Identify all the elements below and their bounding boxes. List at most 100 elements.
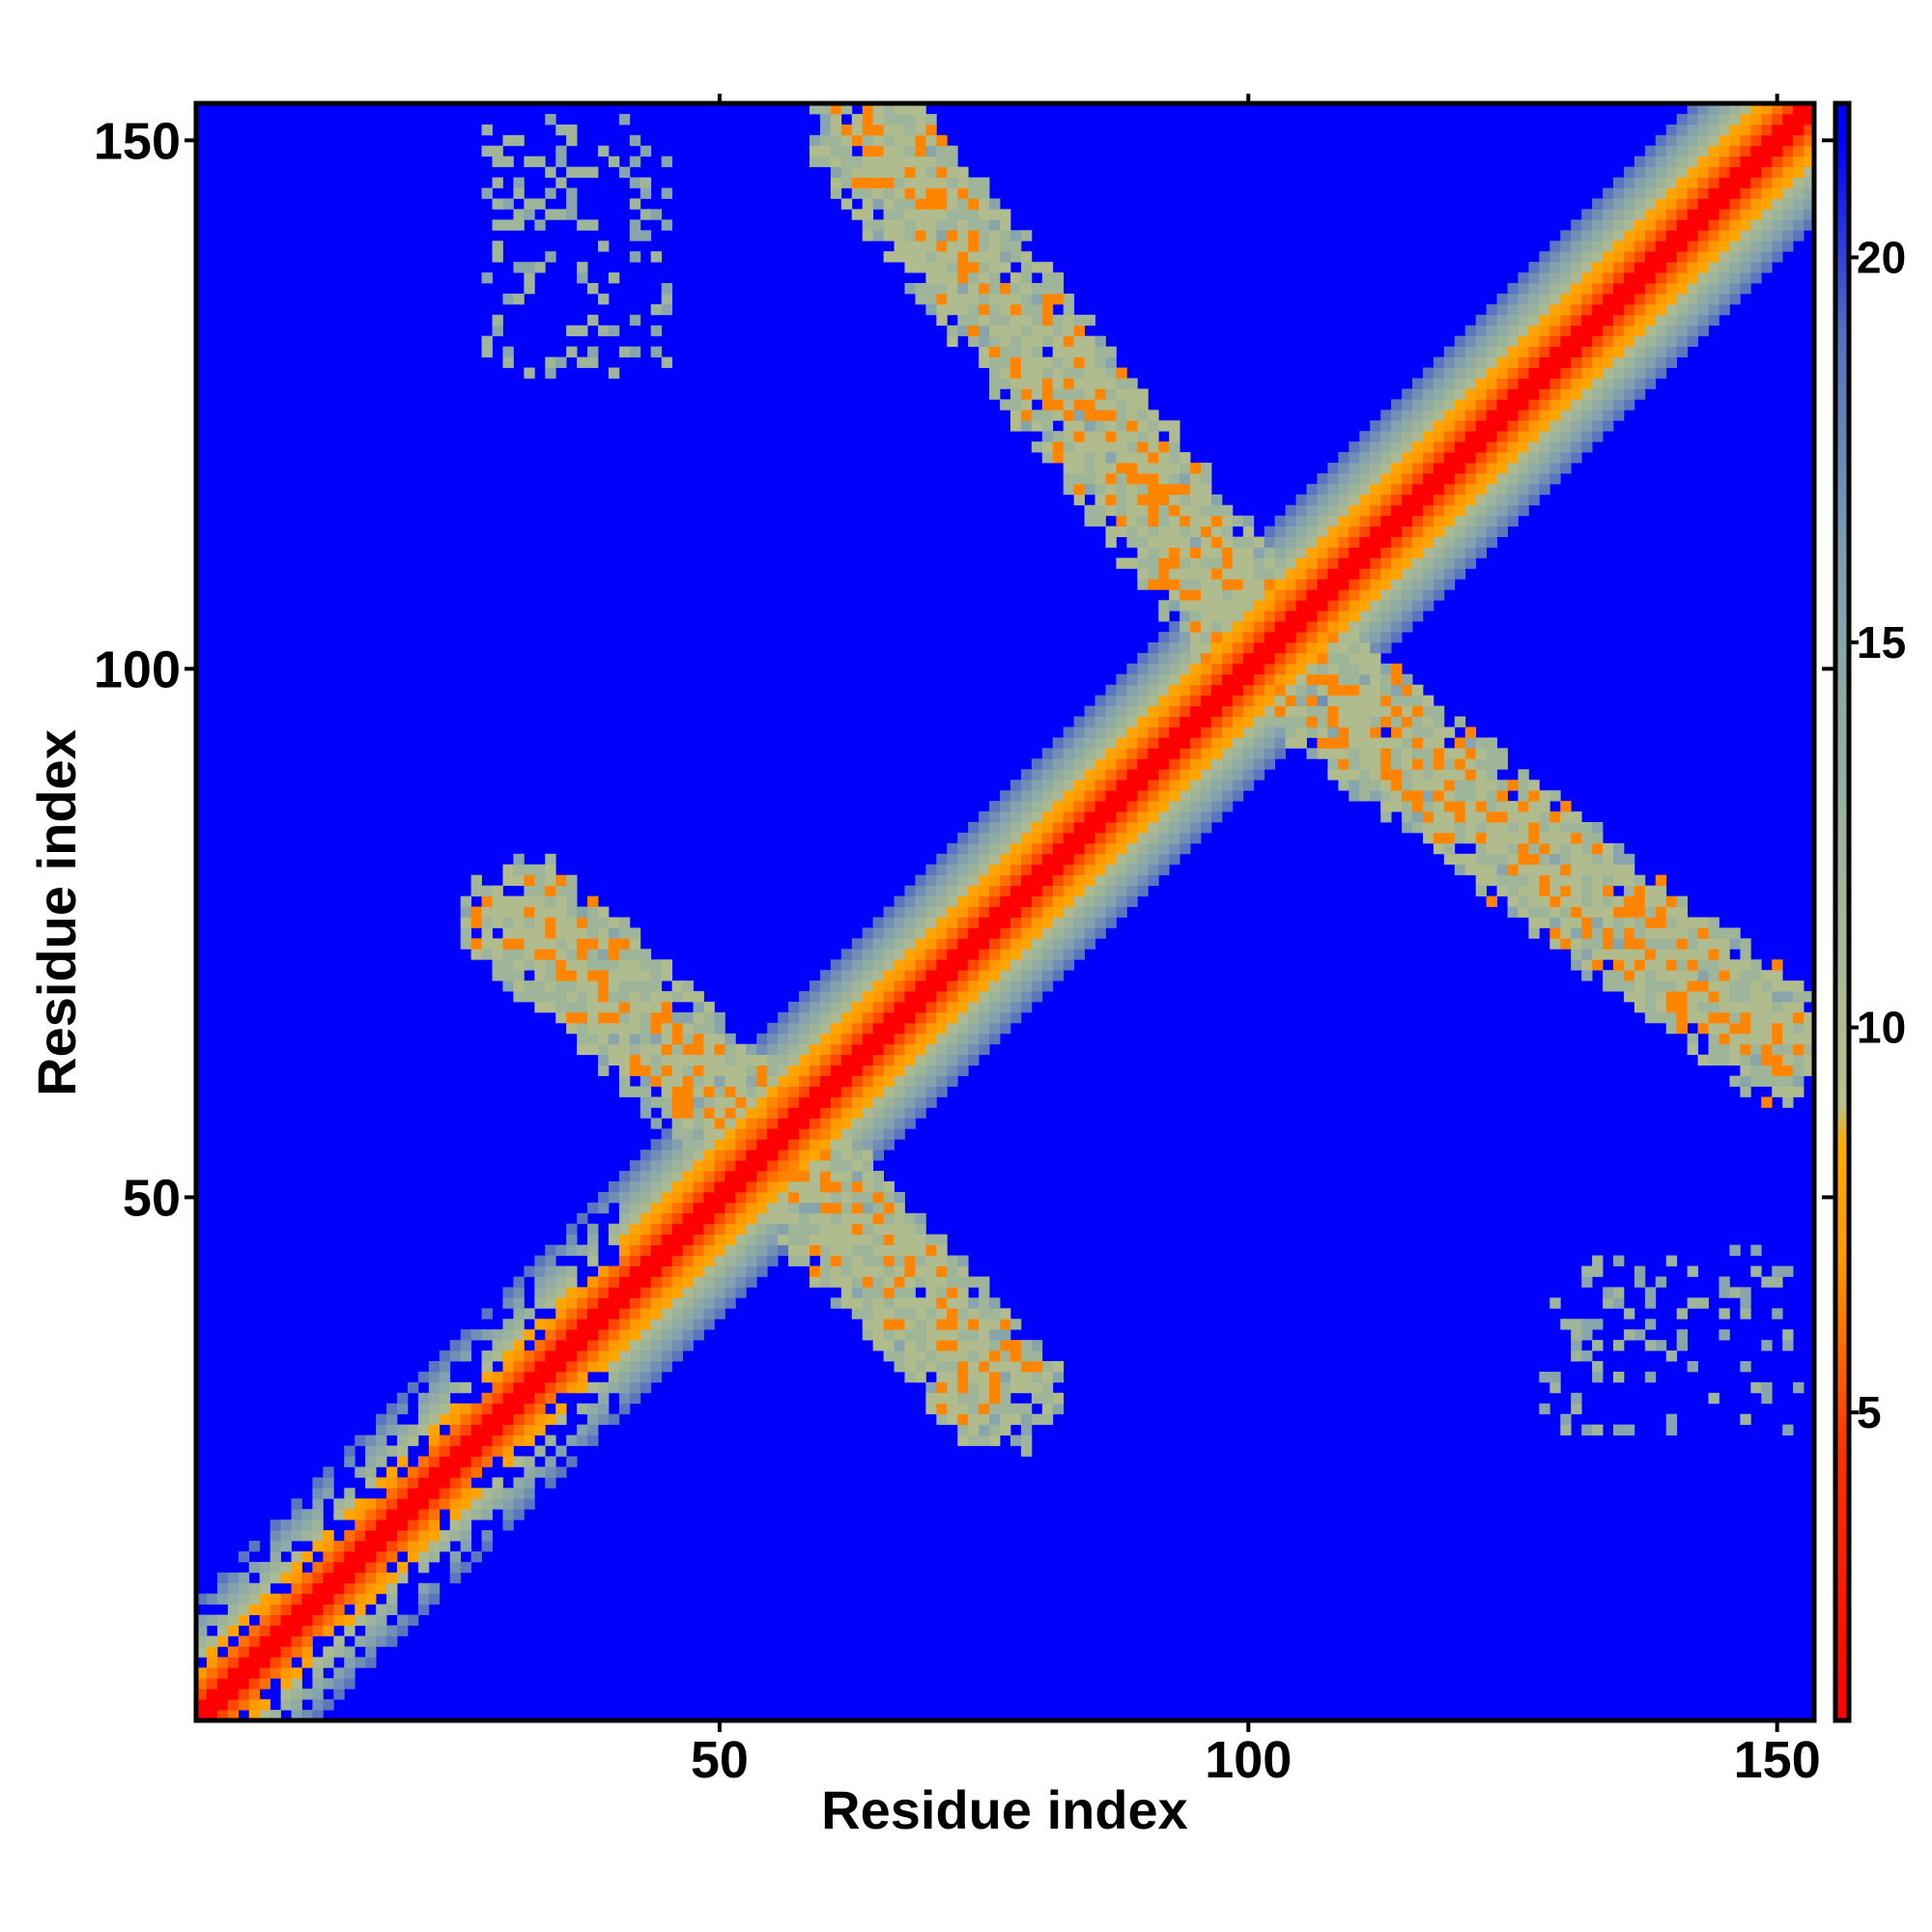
heatmap-cell: [1697, 241, 1709, 252]
heatmap-cell: [1370, 716, 1381, 727]
heatmap-cell: [1169, 472, 1180, 485]
heatmap-cell: [1094, 346, 1117, 357]
heatmap-cell: [639, 1297, 652, 1309]
heatmap-cell: [1031, 906, 1043, 918]
heatmap-cell: [936, 1065, 948, 1076]
heatmap-cell: [661, 187, 673, 199]
heatmap-cell: [545, 885, 556, 896]
heatmap-cell: [386, 1403, 398, 1415]
heatmap-cell: [894, 938, 905, 950]
heatmap-cell: [196, 1667, 208, 1679]
heatmap-cell: [1729, 124, 1741, 136]
heatmap-cell: [1000, 885, 1011, 896]
heatmap-cell: [1126, 769, 1159, 781]
heatmap-cell: [1571, 1340, 1582, 1351]
heatmap-cell: [1528, 399, 1540, 411]
heatmap-cell: [1370, 431, 1381, 442]
heatmap-cell: [417, 1541, 430, 1552]
heatmap-cell: [376, 1561, 387, 1574]
heatmap-cell: [1158, 864, 1170, 876]
heatmap-cell: [735, 1276, 747, 1288]
heatmap-cell: [1411, 410, 1424, 421]
heatmap-cell: [1549, 811, 1561, 823]
heatmap-cell: [1264, 589, 1276, 601]
heatmap-cell: [1793, 1022, 1804, 1035]
heatmap-cell: [1719, 1276, 1730, 1288]
heatmap-cell: [1793, 1054, 1804, 1066]
heatmap-cell: [693, 1319, 704, 1330]
heatmap-cell: [1507, 367, 1519, 379]
heatmap-cell: [1052, 758, 1065, 770]
heatmap-cell: [862, 1022, 874, 1035]
heatmap-cell: [1158, 420, 1180, 432]
heatmap-cell: [1158, 780, 1170, 791]
heatmap-cell: [1560, 399, 1572, 411]
heatmap-cell: [513, 1319, 525, 1330]
heatmap-cell: [1655, 1340, 1667, 1351]
heatmap-cell: [957, 864, 969, 876]
heatmap-cell: [1105, 822, 1117, 834]
heatmap-cell: [1518, 452, 1529, 464]
heatmap-cell: [1285, 737, 1307, 749]
heatmap-cell: [587, 927, 599, 939]
heatmap-cell: [904, 949, 916, 960]
heatmap-cell: [661, 303, 673, 316]
heatmap-cell: [1009, 251, 1022, 263]
heatmap-cell: [979, 1381, 990, 1394]
heatmap-cell: [1285, 547, 1296, 558]
heatmap-cell: [1201, 611, 1234, 622]
heatmap-cell: [1634, 262, 1667, 273]
heatmap-cell: [1571, 420, 1582, 432]
heatmap-cell: [1528, 472, 1540, 485]
heatmap-cell: [1793, 209, 1804, 220]
heatmap-cell: [1793, 166, 1804, 178]
heatmap-cell: [1148, 790, 1159, 802]
heatmap-cell: [756, 1107, 768, 1119]
heatmap-cell: [735, 1287, 747, 1298]
heatmap-cell: [1349, 452, 1360, 464]
heatmap-cell: [682, 980, 694, 992]
heatmap-cell: [1592, 431, 1604, 442]
heatmap-cell: [894, 1276, 905, 1288]
heatmap-cell: [883, 1276, 895, 1288]
heatmap-cell: [1317, 557, 1328, 569]
heatmap-cell: [1708, 251, 1719, 263]
heatmap-cell: [1380, 811, 1392, 823]
heatmap-cell: [470, 1498, 482, 1510]
heatmap-cell: [1264, 526, 1276, 537]
heatmap-cell: [1740, 1086, 1751, 1097]
heatmap-cell: [989, 378, 1011, 389]
heatmap-cell: [1020, 335, 1043, 348]
heatmap-cell: [1402, 748, 1413, 759]
heatmap-cell: [1169, 684, 1180, 696]
heatmap-cell: [1687, 959, 1698, 971]
heatmap-cell: [566, 1319, 578, 1330]
heatmap-cell: [1349, 515, 1360, 527]
heatmap-cell: [1201, 684, 1212, 696]
heatmap-cell: [1380, 483, 1392, 496]
heatmap-cell: [650, 1191, 663, 1204]
heatmap-cell: [1402, 526, 1413, 537]
heatmap-cell: [830, 1160, 853, 1172]
heatmap-cell: [1031, 410, 1054, 421]
heatmap-cell: [1603, 970, 1625, 981]
heatmap-cell: [1264, 737, 1276, 749]
heatmap-cell: [513, 959, 525, 971]
heatmap-cell: [555, 917, 578, 928]
heatmap-cell: [682, 1139, 694, 1151]
heatmap-cell: [417, 1456, 430, 1467]
heatmap-cell: [1232, 547, 1255, 558]
heatmap-cell: [915, 1065, 926, 1076]
heatmap-cell: [947, 1065, 958, 1076]
heatmap-cell: [280, 1614, 313, 1626]
heatmap-cell: [1433, 388, 1445, 400]
heatmap-cell: [788, 1234, 810, 1246]
heatmap-cell: [1549, 420, 1561, 432]
heatmap-cell: [1740, 187, 1751, 199]
heatmap-cell: [1454, 790, 1477, 802]
heatmap-cell: [693, 1244, 704, 1256]
heatmap-cell: [439, 1445, 451, 1457]
heatmap-cell: [1221, 642, 1234, 654]
heatmap-cell: [1687, 293, 1698, 305]
heatmap-cell: [555, 959, 567, 971]
